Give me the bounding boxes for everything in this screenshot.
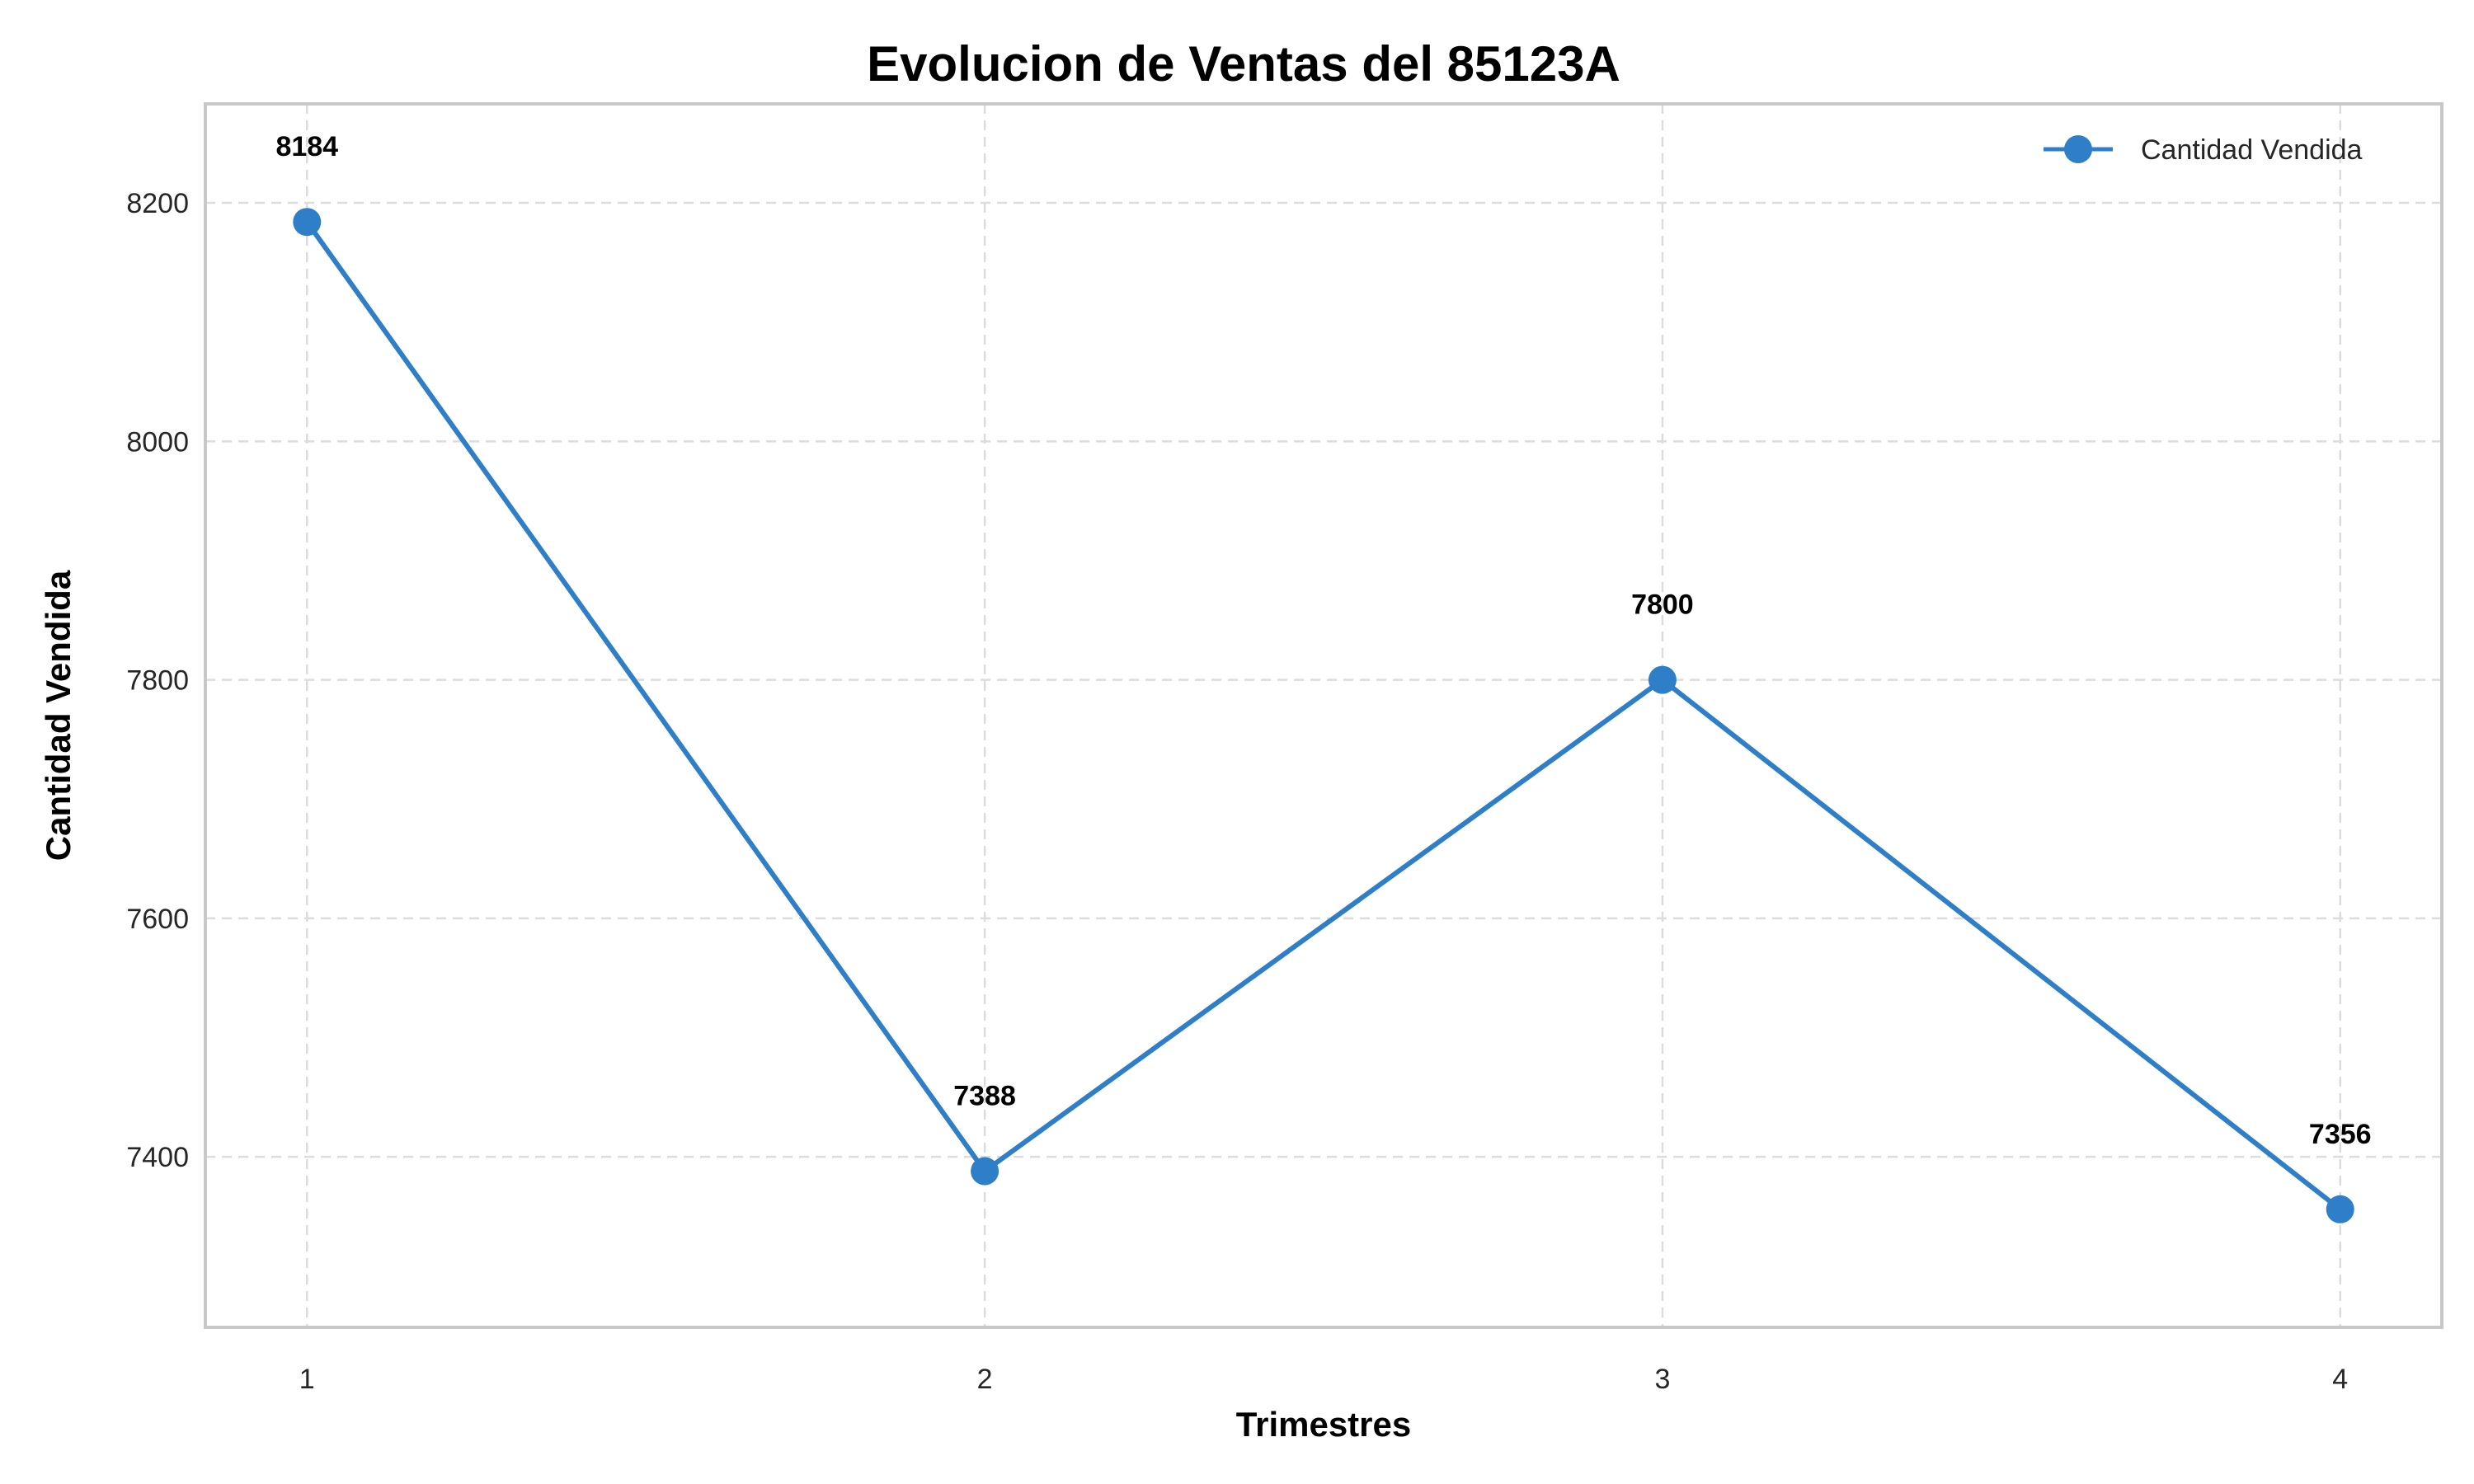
y-tick-label: 8000 <box>126 426 189 458</box>
series-point <box>2326 1195 2354 1223</box>
y-axis-label: Cantidad Vendida <box>39 570 78 861</box>
series-point <box>293 208 322 237</box>
x-axis-label: Trimestres <box>1236 1405 1411 1444</box>
series-line <box>304 219 2343 1212</box>
legend-marker <box>2064 135 2092 163</box>
data-label: 7388 <box>953 1081 1016 1112</box>
x-tick-label: 1 <box>299 1364 315 1395</box>
x-tick-label: 3 <box>1654 1364 1670 1395</box>
y-tick-label: 8200 <box>126 188 189 219</box>
plot-frame <box>204 102 2443 1329</box>
y-tick-label: 7400 <box>126 1142 189 1173</box>
data-label-layer: 8184 7388 7800 7356 <box>275 131 2371 1150</box>
data-label: 8184 <box>275 131 338 162</box>
series-point <box>971 1157 999 1186</box>
tick-layer: 7400 7600 7800 8000 8200 1 2 3 4 <box>126 188 2348 1395</box>
series-point <box>1648 665 1677 694</box>
legend-entry-label: Cantidad Vendida <box>2141 134 2363 166</box>
y-tick-label: 7800 <box>126 665 189 697</box>
x-tick-label: 2 <box>977 1364 993 1395</box>
data-label: 7800 <box>1631 589 1694 621</box>
y-tick-label: 7600 <box>126 904 189 935</box>
grid-layer <box>205 104 2442 1327</box>
legend: Cantidad Vendida <box>2044 134 2363 166</box>
x-tick-label: 4 <box>2332 1364 2348 1395</box>
series-layer <box>293 208 2354 1223</box>
chart-title: Evolucion de Ventas del 85123A <box>867 36 1620 92</box>
data-label: 7356 <box>2309 1119 2372 1150</box>
